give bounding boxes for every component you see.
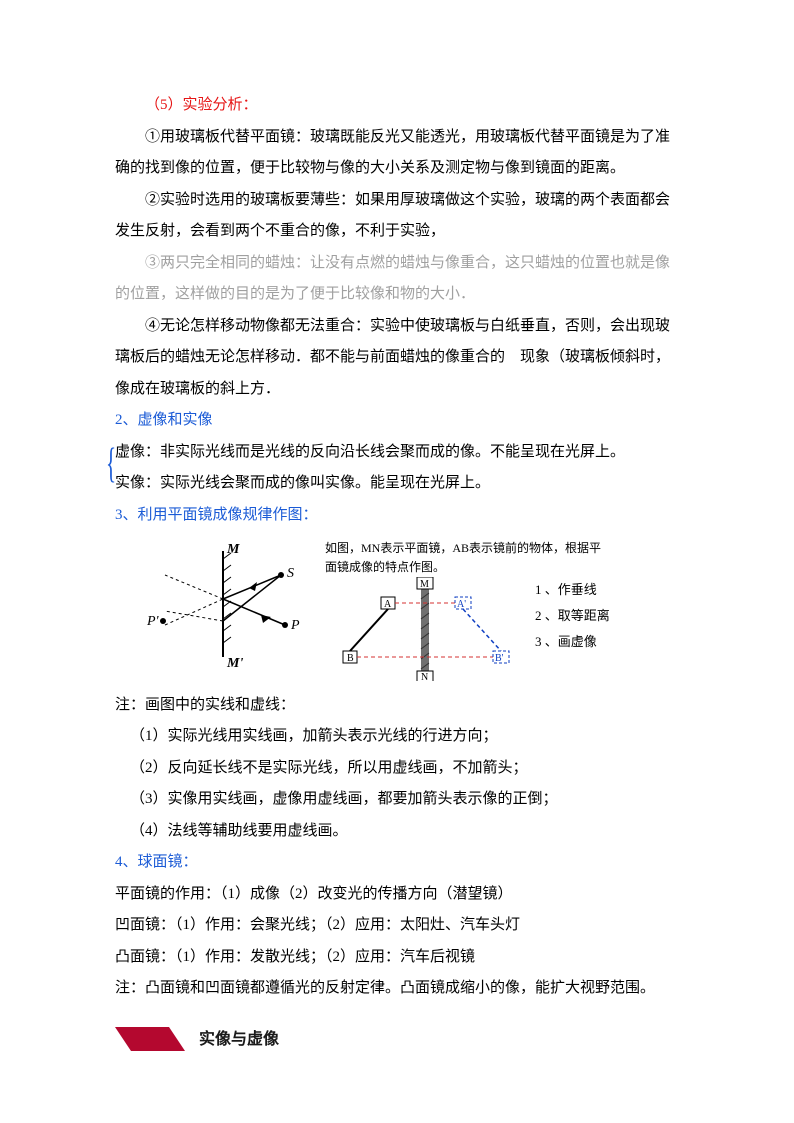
svg-text:M: M	[420, 579, 429, 590]
section4-line3: 凸面镜：（1）作用：发散光线；（2）应用：汽车后视镜	[115, 942, 679, 974]
section5-item1: ①用玻璃板代替平面镜：玻璃既能反光又能透光，用玻璃板代替平面镜是为了准确的找到像…	[115, 122, 679, 185]
diagram-row: S P P' M M' 如图，MN表示平面镜，AB表示镜前的物体，根据平 面镜	[145, 539, 679, 682]
section4-line2: 凹面镜：（1）作用：会聚光线；（2）应用：太阳灶、汽车头灯	[115, 910, 679, 942]
svg-text:N: N	[421, 672, 428, 681]
section3-note3: （3）实像用实线画，虚像用虚线画，都要加箭头表示像的正倒；	[115, 784, 679, 816]
section2-heading: 2、虚像和实像	[115, 412, 213, 428]
section3-note-heading: 注：画图中的实线和虚线：	[115, 690, 679, 722]
svg-text:M: M	[226, 542, 240, 557]
section4-line1: 平面镜的作用：（1）成像（2）改变光的传播方向（潜望镜）	[115, 879, 679, 911]
section3-note1: （1）实际光线用实线画，加箭头表示光线的行进方向；	[115, 721, 679, 753]
section2-line2: 实像：实际光线会聚而成的像叫实像。能呈现在光屏上。	[115, 468, 679, 500]
section2-line1: 虚像：非实际光线而是光线的反向沿长线会聚而成的像。不能呈现在光屏上。	[115, 437, 679, 469]
svg-text:S: S	[287, 566, 294, 581]
diagram-2: 如图，MN表示平面镜，AB表示镜前的物体，根据平 面镜成像的特点作图。 M N	[325, 539, 679, 682]
svg-text:P: P	[290, 618, 300, 633]
svg-text:P': P'	[146, 614, 160, 629]
section5-item2: ②实验时选用的玻璃板要薄些：如果用厚玻璃做这个实验，玻璃的两个表面都会发生反射，…	[115, 185, 679, 248]
svg-text:M': M'	[226, 656, 243, 669]
footer-title: 实像与虚像	[199, 1023, 279, 1057]
diagram-1: S P P' M M'	[145, 539, 305, 682]
diagram2-step1: 1 、作垂线	[535, 577, 610, 603]
svg-text:B: B	[347, 653, 354, 664]
svg-text:A': A'	[457, 599, 466, 610]
banner-icon	[115, 1027, 185, 1051]
section5-item4: ④无论怎样移动物像都无法重合：实验中使玻璃板与白纸垂直，否则，会出现玻璃板后的蜡…	[115, 311, 679, 406]
section4-line4: 注：凸面镜和凹面镜都遵循光的反射定律。凸面镜成缩小的像，能扩大视野范围。	[115, 973, 679, 1005]
section4-heading: 4、球面镜：	[115, 854, 198, 870]
section3-note4: （4）法线等辅助线要用虚线画。	[115, 816, 679, 848]
svg-text:B': B'	[495, 653, 504, 664]
section5-item3: ③两只完全相同的蜡烛：让没有点燃的蜡烛与像重合，这只蜡烛的位置也就是像的位置，这…	[115, 248, 679, 311]
diagram2-caption-l1: 如图，MN表示平面镜，AB表示镜前的物体，根据平	[325, 541, 601, 555]
section3-heading: 3、利用平面镜成像规律作图：	[115, 507, 318, 523]
diagram2-step2: 2 、取等距离	[535, 603, 610, 629]
diagram2-step3: 3 、画虚像	[535, 629, 610, 655]
footer-banner: 实像与虚像	[115, 1023, 679, 1057]
brace-icon: {	[106, 443, 116, 485]
section5-heading: （5）实验分析：	[145, 97, 258, 113]
diagram2-caption-l2: 面镜成像的特点作图。	[325, 560, 445, 574]
section3-note2: （2）反向延长线不是实际光线，所以用虚线画，不加箭头；	[115, 753, 679, 785]
svg-text:A: A	[384, 599, 392, 610]
